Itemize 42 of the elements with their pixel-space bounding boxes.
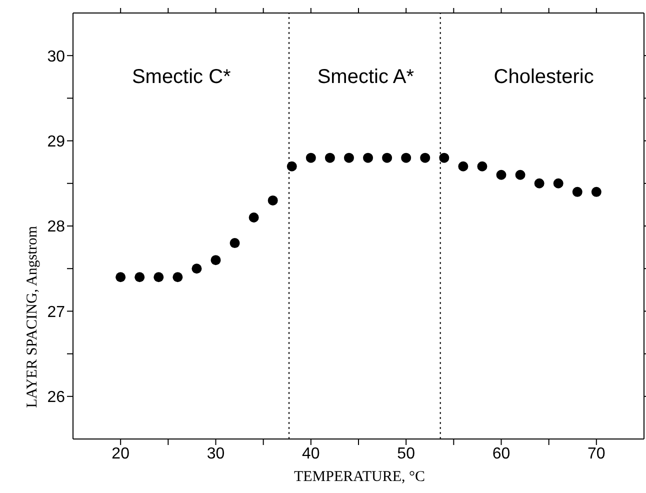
- x-tick-label: 20: [112, 445, 130, 462]
- point: [458, 161, 468, 172]
- point: [477, 161, 488, 172]
- point: [534, 178, 544, 188]
- point: [420, 152, 430, 163]
- point: [154, 272, 164, 282]
- point: [515, 170, 526, 180]
- annotation: Smectic C*: [130, 66, 232, 89]
- x-tick-label: 60: [492, 445, 510, 462]
- annotation: Cholesteric: [492, 66, 595, 89]
- y-tick-label: 27: [47, 304, 66, 321]
- point: [268, 195, 278, 206]
- x-tick-label: 30: [206, 445, 225, 462]
- point: [401, 152, 412, 163]
- y-tick-label: 29: [47, 133, 66, 150]
- point: [306, 152, 316, 163]
- point: [172, 272, 183, 282]
- point: [192, 264, 202, 274]
- point: [496, 170, 506, 180]
- point: [134, 272, 145, 282]
- point: [210, 255, 221, 266]
- point: [324, 152, 335, 163]
- point: [591, 186, 602, 197]
- point: [439, 152, 450, 163]
- annotation: Smectic A*: [316, 66, 416, 89]
- x-axis-title: TEMPERATURE, °C: [292, 469, 426, 486]
- y-tick-label: 26: [47, 389, 66, 406]
- point: [382, 152, 392, 163]
- point: [572, 186, 582, 197]
- y-tick-label: 30: [47, 48, 66, 66]
- y-tick-label: 28: [47, 218, 66, 236]
- point: [248, 212, 259, 222]
- point: [116, 272, 126, 282]
- point: [553, 178, 564, 188]
- point: [286, 161, 297, 172]
- point: [363, 152, 374, 163]
- x-tick-label: 70: [588, 445, 606, 462]
- point: [230, 238, 240, 248]
- point: [344, 152, 354, 163]
- x-tick-label: 40: [302, 445, 320, 462]
- x-tick-label: 50: [397, 445, 416, 462]
- y-axis-title: LAYER SPACING, Angstrom: [24, 226, 40, 408]
